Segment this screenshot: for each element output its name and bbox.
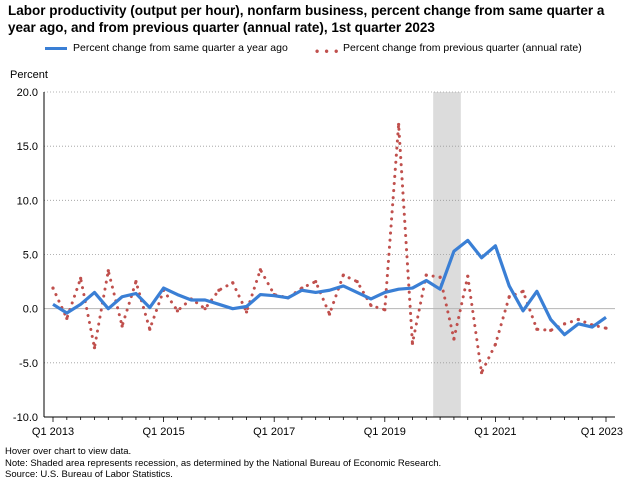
point-qoq[interactable] bbox=[535, 328, 538, 331]
point-qoq[interactable] bbox=[342, 273, 345, 276]
point-qoq[interactable] bbox=[439, 276, 442, 279]
point-qoq[interactable] bbox=[369, 304, 372, 307]
point-qoq[interactable] bbox=[466, 275, 469, 278]
point-qoq[interactable] bbox=[107, 269, 110, 272]
point-qoq[interactable] bbox=[203, 307, 206, 310]
point-qoq[interactable] bbox=[314, 280, 317, 283]
point-qoq[interactable] bbox=[604, 327, 607, 330]
note-recession: Note: Shaded area represents recession, … bbox=[5, 458, 441, 470]
point-qoq[interactable] bbox=[217, 289, 220, 292]
y-tick-label: -5.0 bbox=[19, 358, 38, 370]
x-tick-label: Q1 2019 bbox=[364, 426, 406, 438]
series-qoq-line[interactable] bbox=[53, 125, 606, 373]
point-qoq[interactable] bbox=[383, 308, 386, 311]
x-tick-label: Q1 2017 bbox=[253, 426, 295, 438]
point-qoq[interactable] bbox=[397, 123, 400, 126]
y-tick-label: 10.0 bbox=[17, 195, 38, 207]
y-tick-label: 0.0 bbox=[23, 304, 38, 316]
point-qoq[interactable] bbox=[356, 280, 359, 283]
point-qoq[interactable] bbox=[328, 312, 331, 315]
point-qoq[interactable] bbox=[563, 322, 566, 325]
note-hover: Hover over chart to view data. bbox=[5, 446, 441, 458]
x-tick-label: Q1 2021 bbox=[474, 426, 516, 438]
point-qoq[interactable] bbox=[259, 268, 262, 271]
point-qoq[interactable] bbox=[452, 337, 455, 340]
point-qoq[interactable] bbox=[508, 295, 511, 298]
point-qoq[interactable] bbox=[93, 346, 96, 349]
chart-svg[interactable]: 20.0 15.0 10.0 5.0 0.0 -5.0 -10.0 Q1 2013 Q1 201… bbox=[0, 0, 630, 440]
point-qoq[interactable] bbox=[121, 324, 124, 327]
point-qoq[interactable] bbox=[51, 286, 54, 289]
y-tick-label: 5.0 bbox=[23, 250, 38, 262]
point-qoq[interactable] bbox=[411, 342, 414, 345]
point-qoq[interactable] bbox=[245, 310, 248, 313]
point-qoq[interactable] bbox=[577, 318, 580, 321]
point-qoq[interactable] bbox=[134, 280, 137, 283]
y-tick-label: -10.0 bbox=[13, 412, 38, 424]
y-tick-label: 20.0 bbox=[17, 87, 38, 99]
point-qoq[interactable] bbox=[521, 290, 524, 293]
note-source: Source: U.S. Bureau of Labor Statistics. bbox=[5, 469, 441, 481]
point-qoq[interactable] bbox=[494, 343, 497, 346]
point-qoq[interactable] bbox=[148, 328, 151, 331]
y-tick-label: 15.0 bbox=[17, 141, 38, 153]
x-tick-label: Q1 2015 bbox=[142, 426, 184, 438]
x-tick-label: Q1 2023 bbox=[581, 426, 623, 438]
chart-notes: Hover over chart to view data. Note: Sha… bbox=[5, 446, 441, 481]
x-tick-label: Q1 2013 bbox=[32, 426, 74, 438]
point-qoq[interactable] bbox=[79, 277, 82, 280]
point-qoq[interactable] bbox=[480, 371, 483, 374]
point-qoq[interactable] bbox=[549, 329, 552, 332]
point-qoq[interactable] bbox=[176, 309, 179, 312]
point-qoq[interactable] bbox=[65, 317, 68, 320]
point-qoq[interactable] bbox=[425, 273, 428, 276]
point-qoq[interactable] bbox=[231, 281, 234, 284]
